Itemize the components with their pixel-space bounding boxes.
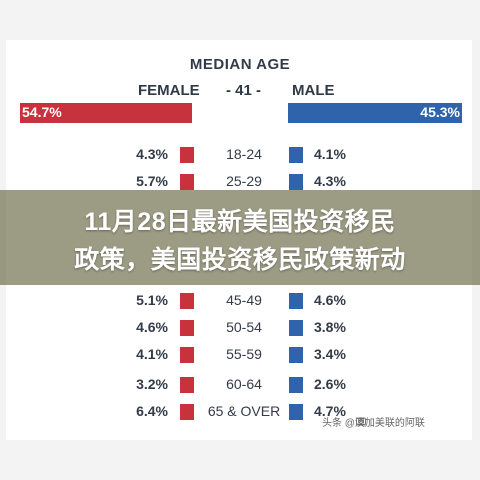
female-header: FEMALE	[138, 82, 200, 99]
female-total-bar	[20, 103, 192, 123]
female-bar	[180, 174, 194, 190]
camera-icon	[356, 417, 366, 426]
male-bar	[289, 404, 303, 420]
female-value-label: 5.7%	[136, 173, 168, 189]
female-bar	[180, 293, 194, 309]
male-bar	[289, 147, 303, 163]
age-group-label: 50-54	[226, 319, 262, 335]
male-value-label: 3.8%	[314, 319, 346, 335]
chart-title: MEDIAN AGE	[189, 56, 291, 73]
female-bar	[180, 347, 194, 363]
male-value-label: 4.1%	[314, 146, 346, 162]
male-total-label: 45.3%	[420, 104, 460, 120]
male-value-label: 2.6%	[314, 376, 346, 392]
overlay-title-line2: 政策，美国投资移民政策新动	[74, 246, 406, 274]
overlay-title-line1: 11月28日最新美国投资移民	[84, 208, 396, 236]
female-total-label: 54.7%	[22, 104, 62, 120]
age-group-label: 25-29	[226, 173, 262, 189]
watermark-text: 头条 @澳加美联的阿联	[322, 418, 425, 429]
female-value-label: 4.3%	[136, 146, 168, 162]
male-value-label: 3.4%	[314, 346, 346, 362]
age-group-label: 45-49	[226, 292, 262, 308]
watermark: 头条 @澳加美联的阿联	[322, 414, 425, 429]
female-value-label: 6.4%	[136, 403, 168, 419]
female-value-label: 4.1%	[136, 346, 168, 362]
male-bar	[289, 377, 303, 393]
female-bar	[180, 320, 194, 336]
male-value-label: 4.6%	[314, 292, 346, 308]
male-bar	[289, 320, 303, 336]
female-bar	[180, 404, 194, 420]
male-bar	[289, 174, 303, 190]
female-bar	[180, 147, 194, 163]
male-bar	[289, 293, 303, 309]
female-value-label: 3.2%	[136, 376, 168, 392]
median-age-value: - 41 -	[226, 82, 262, 99]
male-bar	[289, 347, 303, 363]
age-group-label: 18-24	[226, 146, 262, 162]
age-group-label: 55-59	[226, 346, 262, 362]
male-header: MALE	[292, 82, 335, 99]
age-group-label: 60-64	[226, 376, 262, 392]
title-overlay: 11月28日最新美国投资移民 政策，美国投资移民政策新动	[0, 190, 480, 285]
male-value-label: 4.7%	[314, 403, 346, 419]
female-bar	[180, 377, 194, 393]
male-total-bar	[288, 103, 462, 123]
female-value-label: 5.1%	[136, 292, 168, 308]
male-value-label: 4.3%	[314, 173, 346, 189]
age-group-label: 65 & OVER	[207, 403, 281, 419]
female-value-label: 4.6%	[136, 319, 168, 335]
